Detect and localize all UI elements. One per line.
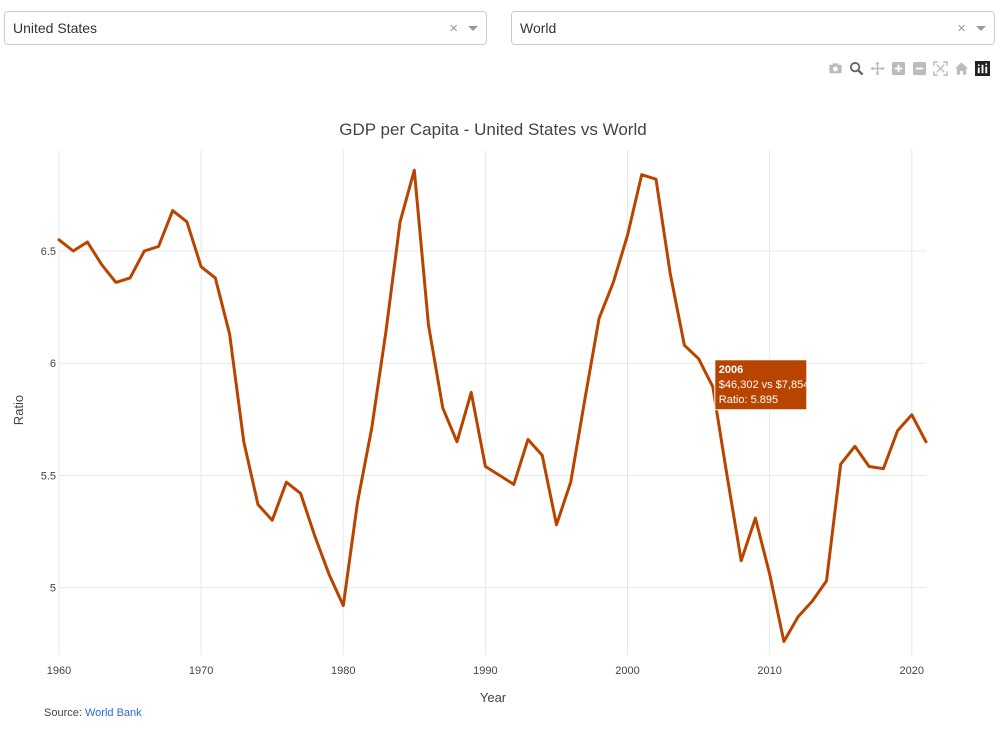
chart-modebar [828, 61, 990, 76]
y-tick-label: 5.5 [41, 470, 56, 482]
source-link[interactable]: World Bank [84, 707, 142, 719]
line-chart: GDP per Capita - United States vs World … [11, 120, 928, 705]
country-select[interactable]: United States × [4, 11, 487, 45]
x-tick-label: 1960 [47, 665, 71, 677]
tooltip-ratio: Ratio: 5.895 [719, 394, 778, 406]
ratio-points [58, 170, 927, 642]
x-tick-label: 2000 [615, 665, 639, 677]
y-axis: 5 5.5 6 6.5 [41, 246, 56, 595]
zoom-out-icon[interactable] [912, 61, 927, 76]
source-label: Source: [44, 707, 82, 719]
country-clear-icon[interactable]: × [449, 19, 458, 37]
x-tick-label: 2020 [900, 665, 924, 677]
ratio-series-line[interactable] [57, 168, 928, 643]
chart-title: GDP per Capita - United States vs World [339, 120, 646, 139]
country-chevron-down-icon[interactable] [468, 25, 478, 31]
source-note: Source: World Bank [44, 707, 142, 719]
x-axis-title: Year [480, 690, 507, 705]
hover-tooltip: 2006 $46,302 vs $7,854 Ratio: 5.895 [714, 359, 810, 411]
x-tick-label: 2010 [757, 665, 781, 677]
x-tick-label: 1970 [189, 665, 213, 677]
y-tick-label: 6.5 [41, 246, 56, 258]
compare-select-value: World [520, 20, 557, 36]
camera-icon[interactable] [828, 61, 843, 76]
compare-select[interactable]: World × [511, 11, 995, 45]
country-select-value: United States [13, 20, 98, 36]
autoscale-icon[interactable] [933, 61, 948, 76]
x-tick-label: 1980 [331, 665, 355, 677]
zoom-in-icon[interactable] [891, 61, 906, 76]
compare-chevron-down-icon[interactable] [976, 25, 986, 31]
compare-clear-icon[interactable]: × [957, 19, 966, 37]
tooltip-values: $46,302 vs $7,854 [719, 379, 810, 391]
y-tick-label: 6 [50, 358, 56, 370]
tooltip-box [714, 359, 808, 411]
x-tick-label: 1990 [473, 665, 497, 677]
zoom-icon[interactable] [849, 61, 864, 76]
tooltip-year: 2006 [719, 364, 743, 376]
reset-home-icon[interactable] [954, 61, 969, 76]
x-axis: 1960 1970 1980 1990 2000 2010 2020 [47, 665, 924, 677]
pan-icon[interactable] [870, 61, 885, 76]
y-axis-title: Ratio [11, 395, 26, 425]
y-tick-label: 5 [50, 583, 56, 595]
plotly-logo-icon[interactable] [975, 61, 990, 76]
